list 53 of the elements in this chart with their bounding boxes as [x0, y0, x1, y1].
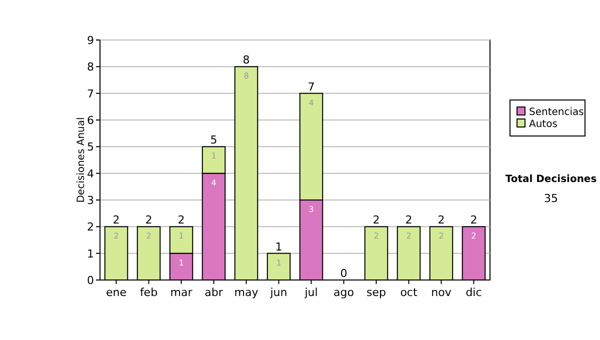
y-axis-title: Decisiones Anual	[76, 117, 87, 203]
data-label: 1	[178, 258, 184, 268]
total-label: 2	[438, 214, 445, 227]
y-tick-label: 5	[87, 140, 94, 154]
data-label: 8	[244, 72, 249, 81]
data-label: 2	[438, 232, 444, 241]
x-tick-label: jun	[269, 286, 288, 299]
total-label: 0	[340, 267, 348, 280]
data-label: 1	[178, 232, 184, 241]
x-tick-label: mar	[170, 286, 193, 299]
data-label: 2	[374, 232, 379, 241]
total-label: 2	[405, 214, 412, 227]
data-label: 2	[114, 232, 119, 241]
data-label: 2	[471, 232, 476, 241]
total-label: 2	[112, 214, 120, 227]
data-label: 4	[211, 178, 216, 188]
total-label: 1	[275, 240, 282, 254]
x-tick-label: ene	[106, 286, 127, 299]
x-tick-label: jul	[304, 286, 318, 299]
data-label: 2	[406, 232, 412, 241]
total-label: 2	[372, 214, 380, 227]
x-tick-label: may	[234, 286, 259, 299]
y-tick-label: 7	[87, 87, 94, 100]
y-tick-label: 6	[87, 114, 94, 127]
x-tick-label: sep	[366, 286, 386, 299]
y-tick-label: 2	[87, 220, 94, 234]
x-tick-label: abr	[204, 286, 224, 299]
data-label: 4	[308, 98, 314, 108]
total-label: 2	[178, 214, 185, 227]
legend-label: Autos	[529, 119, 558, 130]
text: 35	[544, 192, 558, 205]
y-tick-label: 0	[87, 274, 94, 287]
y-tick-label: 3	[87, 194, 94, 207]
x-tick-label: oct	[400, 286, 418, 299]
total-label: 2	[470, 214, 478, 227]
legend-label: Sentencias	[529, 107, 584, 118]
x-tick-label: nov	[431, 286, 452, 299]
data-label: 2	[146, 232, 152, 241]
total-label: 5	[210, 134, 218, 147]
x-tick-label: ago	[334, 286, 354, 299]
y-tick-label: 1	[87, 247, 94, 260]
y-tick-label: 4	[87, 167, 94, 180]
y-tick-label: 9	[87, 34, 94, 47]
data-label: 3	[308, 205, 314, 214]
total-label: 2	[145, 214, 152, 227]
x-tick-label: feb	[140, 286, 158, 299]
data-label: 1	[276, 258, 282, 268]
total-label: 8	[242, 54, 250, 67]
data-label: 1	[211, 152, 216, 161]
text: Total Decisiones	[505, 174, 597, 185]
total-label: 7	[308, 80, 315, 94]
x-tick-label: dic	[466, 286, 482, 299]
y-tick-label: 8	[87, 60, 94, 74]
